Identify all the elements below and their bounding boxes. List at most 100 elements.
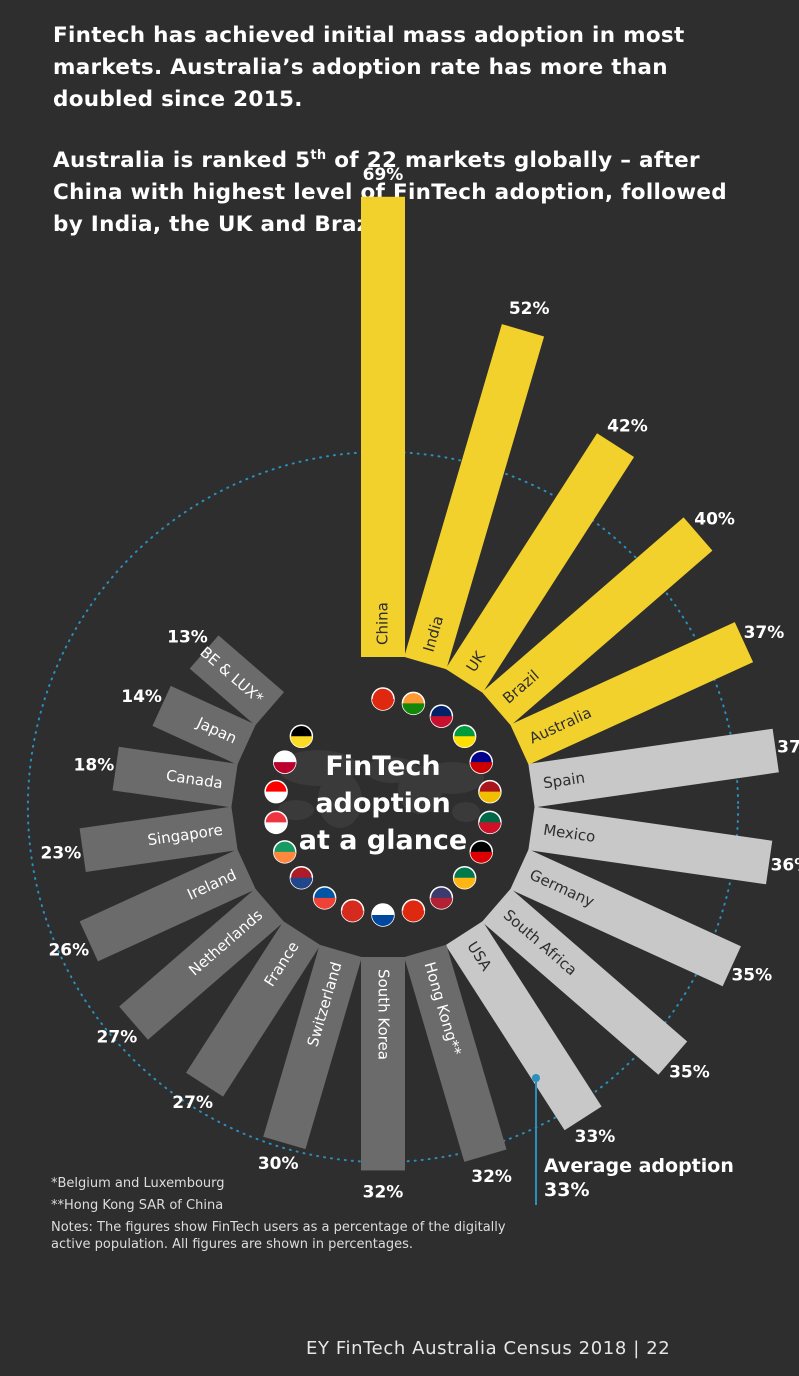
flag-icon — [478, 810, 502, 835]
center-title-line-3: at a glance — [299, 825, 468, 856]
average-pointer-dot — [532, 1074, 540, 1082]
world-map-graphic — [278, 750, 484, 828]
value-label: 33% — [575, 1127, 616, 1147]
value-label: 69% — [363, 165, 404, 185]
flag-icon — [273, 840, 297, 864]
bar-group: South Korea — [361, 957, 405, 1171]
bar-switzerland — [263, 944, 362, 1150]
flag-icon — [273, 750, 297, 774]
intro-paragraph-2: Australia is ranked 5th of 22 markets gl… — [53, 140, 753, 241]
flag-icon — [401, 691, 426, 716]
bar-group: Singapore — [79, 806, 238, 872]
flag-icon — [264, 779, 288, 804]
bar-india — [404, 324, 545, 670]
flag-icon — [312, 886, 337, 910]
category-label: Spain — [542, 769, 586, 793]
flag-icon — [401, 898, 426, 923]
average-adoption-value: 33% — [544, 1179, 590, 1201]
bar-japan — [152, 685, 256, 765]
footer-title: EY FinTech Australia Census 2018 — [306, 1338, 627, 1359]
value-label: 32% — [471, 1167, 512, 1187]
footnote-belgium: *Belgium and Luxembourg — [51, 1176, 225, 1191]
bar-canada — [112, 746, 238, 808]
value-label: 35% — [731, 965, 772, 985]
value-label: 40% — [694, 510, 735, 530]
bar-group: India — [404, 324, 545, 670]
intro-paragraph-1: Fintech has achieved initial mass adopti… — [53, 23, 685, 112]
flag-icon — [452, 724, 477, 749]
bar-group: Canada — [112, 746, 238, 808]
bar-brazil — [481, 517, 713, 726]
flag-icon — [340, 898, 365, 923]
bar-china — [361, 196, 405, 657]
footnote-hong-kong: **Hong Kong SAR of China — [51, 1198, 224, 1213]
bar-group: Brazil — [481, 517, 713, 726]
average-adoption-title: Average adoption — [544, 1155, 734, 1177]
flag-icon — [289, 724, 314, 749]
footer-page-number: | 22 — [633, 1338, 671, 1359]
bar-group: Japan — [152, 685, 256, 765]
map-continent — [452, 802, 480, 822]
bar-spain — [528, 728, 779, 808]
bar-netherlands — [119, 888, 285, 1040]
average-adoption-label: Average adoption 33% — [544, 1154, 734, 1202]
value-label: 52% — [509, 299, 550, 319]
flag-icon — [469, 840, 493, 864]
bar-group: USA — [445, 921, 602, 1131]
center-title-line-1: FinTech — [325, 751, 440, 782]
bar-ireland — [79, 849, 256, 962]
intro-rank-rest: of 22 markets globally – after China wit… — [53, 148, 727, 238]
bar-group: Mexico — [528, 806, 773, 885]
bar-germany — [510, 849, 741, 987]
value-label: 30% — [258, 1154, 299, 1174]
flag-icon — [429, 886, 454, 910]
footnotes: *Belgium and Luxembourg **Hong Kong SAR … — [51, 1175, 531, 1257]
bar-usa — [445, 921, 602, 1131]
flag-icon — [478, 779, 502, 804]
bar-uk — [445, 433, 635, 693]
value-label: 18% — [74, 755, 115, 775]
flag-icon — [264, 810, 288, 835]
value-label: 27% — [97, 1028, 138, 1048]
chart-value-labels: 69% 52% 42% 40% 37% 37% 36% 35% 35% 33% 32% 32% 30% 2… — [41, 165, 799, 1203]
bar-group: Spain — [528, 728, 779, 808]
value-label: 35% — [669, 1063, 710, 1083]
bar-group: UK — [445, 433, 635, 693]
map-continent — [318, 772, 362, 828]
map-continent — [420, 762, 484, 794]
flag-icon — [371, 903, 395, 927]
bar-group: BE & LUX* — [189, 635, 285, 726]
value-label: 37% — [744, 623, 785, 643]
value-label: 26% — [48, 940, 89, 960]
page-footer: EY FinTech Australia Census 2018 | 22 — [306, 1338, 670, 1359]
bar-mexico — [528, 806, 773, 885]
category-label: China — [374, 602, 392, 645]
intro-rank-text: Australia is ranked 5 — [53, 148, 311, 174]
category-label: South Korea — [375, 969, 393, 1060]
value-label: 37% — [777, 737, 799, 757]
value-label: 36% — [771, 856, 799, 876]
value-label: 32% — [363, 1182, 404, 1202]
bar-group: China — [361, 196, 405, 657]
chart-center-title: FinTech adoption at a glance — [299, 751, 468, 856]
flag-icon — [429, 704, 454, 728]
value-label: 42% — [607, 417, 648, 437]
bar-group: France — [186, 921, 321, 1097]
value-label: 14% — [121, 687, 162, 707]
bar-australia — [510, 622, 754, 765]
intro-rank-suffix: th — [310, 148, 327, 163]
center-title-line-2: adoption — [315, 788, 450, 819]
flag-icon — [289, 865, 314, 890]
chart-bars: China IndiaUKBrazilAustraliaSpainMexicoGe… — [79, 196, 779, 1171]
bar-group: Ireland — [79, 849, 256, 962]
bar-hong-kong- — [404, 944, 507, 1162]
bar-south-korea — [361, 957, 405, 1171]
value-label: 23% — [41, 843, 82, 863]
flag-icon — [452, 865, 477, 890]
intro-text: Fintech has achieved initial mass adopti… — [53, 20, 753, 265]
value-label: 27% — [172, 1093, 213, 1113]
bar-france — [186, 921, 321, 1097]
bar-group: Hong Kong** — [404, 944, 507, 1162]
flag-icon — [469, 750, 493, 774]
